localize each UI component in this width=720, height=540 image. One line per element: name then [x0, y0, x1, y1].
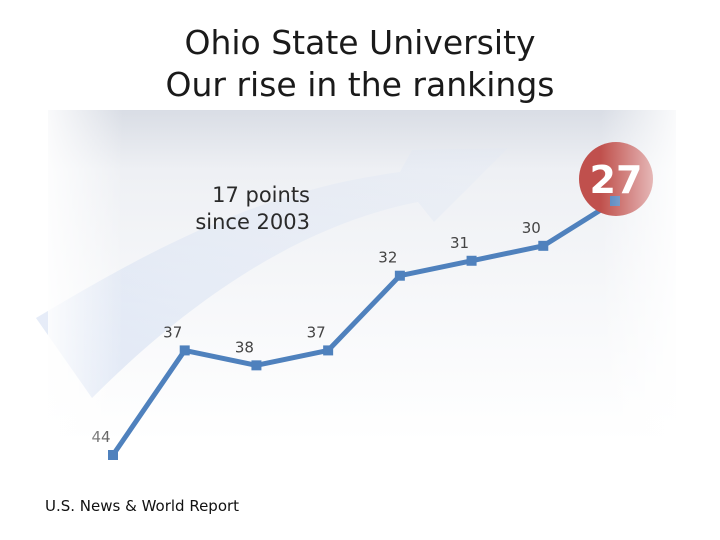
annotation-line-2: since 2003 — [195, 210, 310, 234]
title-line-2: Our rise in the rankings — [165, 65, 555, 104]
source-note: U.S. News & World Report — [45, 497, 240, 515]
chart-title: Ohio State University Our rise in the ra… — [0, 22, 720, 106]
annotation: 17 points since 2003 — [180, 182, 310, 236]
annotation-line-1: 17 points — [212, 183, 310, 207]
title-line-1: Ohio State University — [184, 23, 536, 62]
data-point — [108, 450, 118, 460]
plot-edge-fade — [48, 110, 676, 442]
